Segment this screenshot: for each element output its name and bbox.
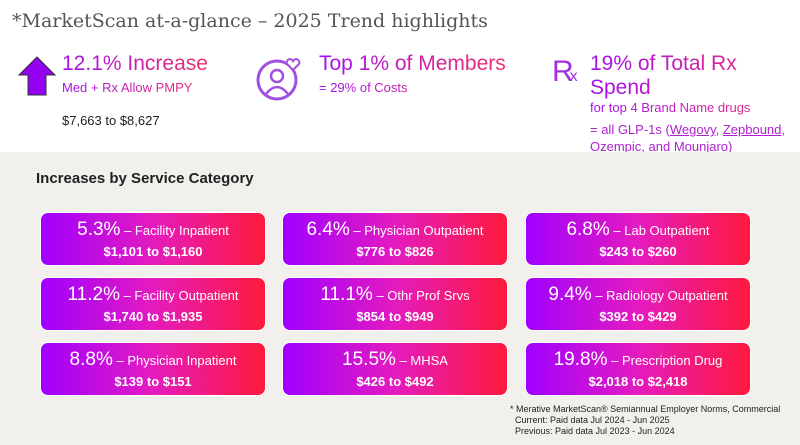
rx-icon: Rx (552, 55, 578, 88)
drug-name: Ozempic (590, 139, 642, 154)
service-card: 11.1% – Othr Prof Srvs $854 to $949 (282, 277, 508, 331)
drug-link[interactable]: Zepbound (722, 122, 782, 137)
service-card: 11.2% – Facility Outpatient $1,740 to $1,… (40, 277, 266, 331)
card-label: – Facility Inpatient (124, 223, 229, 238)
card-range: $854 to $949 (356, 309, 434, 324)
service-card: 9.4% – Radiology Outpatient $392 to $429 (525, 277, 751, 331)
headline: 12.1% Increase (62, 52, 208, 75)
card-range: $2,018 to $2,418 (588, 374, 688, 389)
service-card: 6.4% – Physician Outpatient $776 to $826 (282, 212, 508, 266)
service-card: 15.5% – MHSA $426 to $492 (282, 342, 508, 396)
drug-link[interactable]: Mounjaro (673, 139, 729, 154)
card-percent: 19.8% (553, 349, 608, 370)
service-card: 5.3% – Facility Inpatient $1,101 to $1,16… (40, 212, 266, 266)
card-range: $776 to $826 (356, 244, 434, 259)
footnote: * Merative MarketScan® Semiannual Employ… (510, 404, 781, 436)
service-card: 19.8% – Prescription Drug $2,018 to $2,41… (525, 342, 751, 396)
subline: = 29% of Costs (319, 80, 506, 95)
card-label: – Lab Outpatient (613, 223, 710, 238)
card-range: $1,101 to $1,160 (103, 244, 203, 259)
card-percent: 11.1% (320, 284, 373, 305)
card-label: – Physician Outpatient (353, 223, 484, 238)
card-percent: 8.8% (69, 349, 113, 370)
card-percent: 9.4% (548, 284, 592, 305)
card-range: $139 to $151 (114, 374, 192, 389)
subline: for top 4 Brand Name drugs (590, 100, 800, 115)
card-label: – Facility Outpatient (123, 288, 239, 303)
card-percent: 5.3% (77, 219, 121, 240)
drug-link[interactable]: Wegovy (669, 122, 716, 137)
page-title: *MarketScan at-a-glance – 2025 Trend hig… (12, 10, 488, 32)
highlight-members: Top 1% of Members = 29% of Costs (319, 52, 506, 95)
arrow-up-icon (17, 56, 57, 96)
subline: Med + Rx Allow PMPY (62, 80, 208, 95)
glp1-detail: = all GLP-1s (Wegovy, Zepbound, Ozempic,… (590, 122, 786, 154)
card-label: – Radiology Outpatient (595, 288, 728, 303)
card-range: $426 to $492 (356, 374, 434, 389)
service-card: 6.8% – Lab Outpatient $243 to $260 (525, 212, 751, 266)
card-label: – Othr Prof Srvs (376, 288, 470, 303)
section-title: Increases by Service Category (36, 170, 254, 187)
service-card: 8.8% – Physician Inpatient $139 to $151 (40, 342, 266, 396)
headline: Top 1% of Members (319, 52, 506, 75)
service-category-section: Increases by Service Category 5.3% – Fac… (0, 152, 800, 445)
card-label: – Physician Inpatient (116, 353, 237, 368)
card-percent: 6.8% (566, 219, 610, 240)
card-range: $243 to $260 (599, 244, 677, 259)
card-range: $1,740 to $1,935 (103, 309, 203, 324)
highlight-increase: 12.1% Increase Med + Rx Allow PMPY $7,66… (62, 52, 208, 128)
headline: 19% of Total Rx Spend (590, 52, 800, 100)
card-percent: 6.4% (306, 219, 350, 240)
card-range: $392 to $429 (599, 309, 677, 324)
detail: $7,663 to $8,627 (62, 113, 160, 128)
card-percent: 11.2% (67, 284, 120, 305)
card-label: – MHSA (399, 353, 448, 368)
card-label: – Prescription Drug (611, 353, 723, 368)
card-percent: 15.5% (342, 349, 396, 370)
member-heart-icon (256, 58, 301, 101)
highlight-rx: 19% of Total Rx Spend for top 4 Brand Na… (590, 52, 800, 155)
